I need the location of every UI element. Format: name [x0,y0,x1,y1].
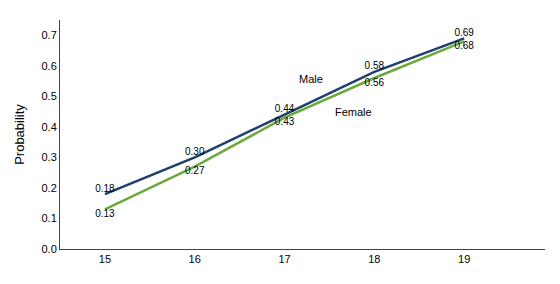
svg-text:0.0: 0.0 [42,243,57,255]
svg-text:0.5: 0.5 [42,90,57,102]
svg-text:Male: Male [299,73,323,85]
svg-text:0.43: 0.43 [275,116,295,127]
svg-text:19: 19 [458,253,470,265]
svg-text:0.1: 0.1 [42,212,57,224]
svg-text:0.7: 0.7 [42,29,57,41]
svg-text:16: 16 [189,253,201,265]
svg-text:15: 15 [99,253,111,265]
svg-text:0.44: 0.44 [275,103,295,114]
svg-text:18: 18 [368,253,380,265]
svg-text:Female: Female [335,106,372,118]
svg-text:0.68: 0.68 [454,40,474,51]
svg-text:0.3: 0.3 [42,151,57,163]
svg-text:0.27: 0.27 [185,165,205,176]
svg-text:Probability: Probability [12,104,27,165]
svg-text:0.18: 0.18 [95,183,115,194]
svg-text:0.30: 0.30 [185,146,205,157]
svg-text:0.4: 0.4 [42,121,57,133]
svg-text:0.2: 0.2 [42,182,57,194]
svg-text:0.58: 0.58 [365,60,385,71]
svg-text:0.56: 0.56 [365,77,385,88]
svg-text:17: 17 [278,253,290,265]
svg-text:0.13: 0.13 [95,208,115,219]
svg-text:0.69: 0.69 [454,27,474,38]
svg-text:0.6: 0.6 [42,60,57,72]
